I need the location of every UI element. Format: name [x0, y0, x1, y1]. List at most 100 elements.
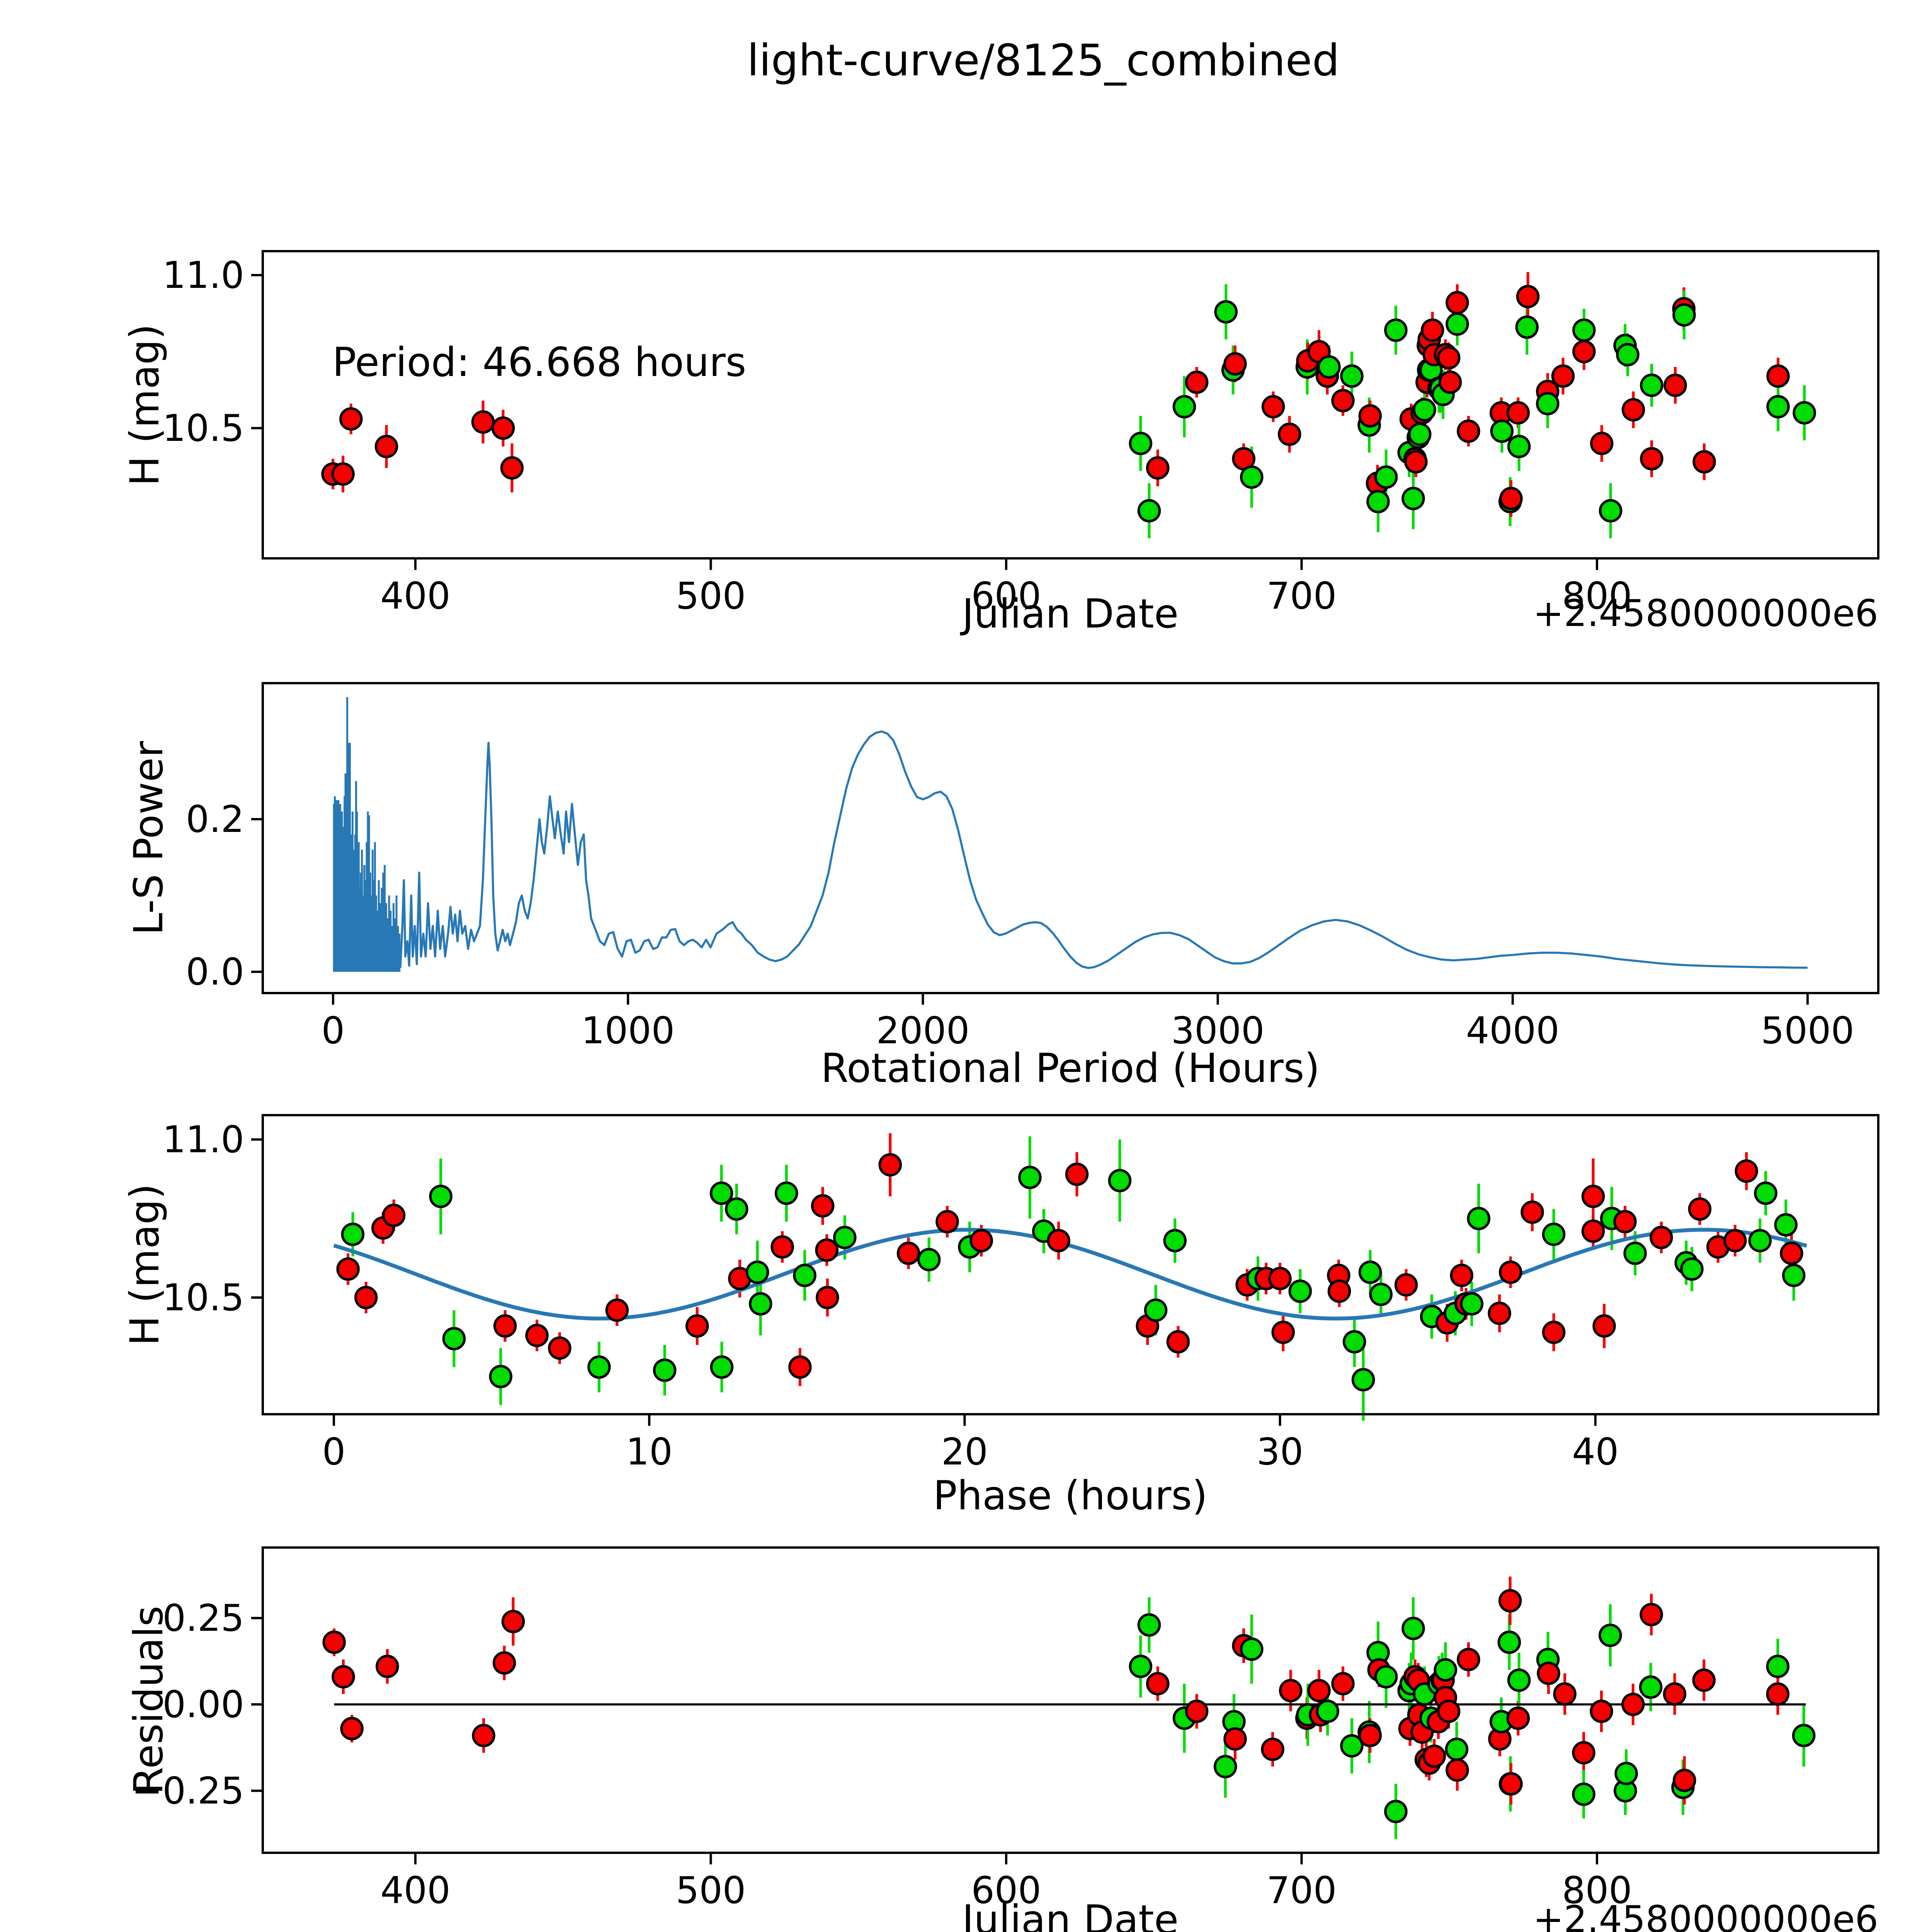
data-point	[491, 416, 515, 440]
xlabel-jd-mag: Julian Date	[962, 591, 1179, 637]
data-point	[1621, 398, 1645, 422]
data-point	[1129, 432, 1153, 455]
data-point	[1499, 486, 1523, 510]
data-point	[472, 1724, 495, 1747]
data-point	[1108, 1169, 1132, 1192]
data-point	[1369, 1282, 1393, 1306]
x-tick-label: 600	[971, 1869, 1041, 1912]
x-tick-label: 0	[322, 1431, 345, 1473]
data-point	[1650, 1226, 1673, 1249]
data-point	[1457, 419, 1480, 443]
data-point	[1490, 419, 1514, 443]
y-tick-label: 0.0	[186, 951, 244, 993]
data-point	[749, 1292, 772, 1316]
data-point	[1374, 1665, 1398, 1689]
data-point	[1065, 1162, 1089, 1186]
panel-jd-mag-plot: 400 500 600 700 800 11.0 10.5	[162, 250, 1879, 617]
data-point	[1457, 1648, 1480, 1672]
data-point	[1340, 1734, 1364, 1758]
data-point	[1506, 1706, 1530, 1730]
data-point	[1047, 1229, 1070, 1253]
data-point	[1780, 1242, 1803, 1265]
data-point	[489, 1365, 513, 1388]
data-point	[1408, 422, 1432, 446]
data-point	[1542, 1320, 1566, 1344]
x-tick-label: 3000	[1171, 1010, 1265, 1052]
data-point	[1599, 1623, 1622, 1647]
data-point	[685, 1314, 709, 1338]
data-point	[1488, 1301, 1511, 1325]
data-point	[1766, 395, 1790, 418]
data-point	[1288, 1279, 1312, 1303]
data-point	[1507, 1668, 1531, 1692]
data-point	[1616, 343, 1639, 367]
data-point	[1450, 1264, 1473, 1287]
data-point	[1358, 1724, 1382, 1747]
data-point	[1437, 346, 1461, 370]
y-tick-label: 11.0	[162, 254, 244, 297]
data-point	[1240, 465, 1264, 489]
data-point	[1366, 490, 1390, 514]
data-point	[815, 1238, 838, 1262]
data-point	[1516, 285, 1540, 308]
data-point	[1446, 291, 1469, 315]
data-point	[493, 1314, 517, 1338]
period-annotation: Period: 46.668 hours	[332, 339, 747, 386]
data-point	[1166, 1330, 1190, 1354]
data-point	[1599, 499, 1622, 523]
data-point	[1307, 1679, 1331, 1702]
axes-frame	[262, 1114, 1879, 1415]
data-point	[1537, 1662, 1560, 1685]
data-point	[1437, 1699, 1461, 1723]
data-point	[1515, 315, 1539, 339]
x-tick-label: 20	[941, 1431, 988, 1473]
y-tick-label: 10.5	[162, 407, 244, 450]
xlabel-phase-mag: Phase (hours)	[933, 1473, 1208, 1519]
axis-offset-jd-mag: +2.4580000000e6	[1533, 592, 1878, 635]
y-tick-label: 0.2	[186, 798, 244, 841]
data-point	[1358, 1260, 1382, 1284]
x-tick-label: 0	[321, 1010, 345, 1052]
data-point	[501, 1610, 525, 1633]
data-point	[1214, 1755, 1237, 1779]
data-point	[1413, 398, 1436, 422]
data-point	[1422, 1744, 1446, 1768]
data-point	[1261, 1737, 1284, 1761]
data-point	[1774, 1213, 1798, 1237]
data-point	[1163, 1229, 1187, 1253]
data-point	[1497, 1630, 1521, 1654]
data-point	[1572, 1741, 1595, 1765]
axes-frame	[262, 682, 1879, 994]
data-point	[1590, 1699, 1613, 1723]
data-point	[1137, 1613, 1161, 1637]
data-point	[1137, 499, 1161, 523]
data-point	[1384, 1799, 1408, 1823]
ylabel-residuals: Residuals	[126, 1605, 172, 1795]
data-point	[1401, 1617, 1425, 1640]
data-point	[1420, 318, 1444, 342]
data-point	[1240, 1637, 1264, 1661]
data-point	[1766, 1682, 1790, 1706]
data-point	[1748, 1229, 1772, 1253]
axes-frame	[262, 1546, 1879, 1854]
figure-title: light-curve/8125_combined	[747, 36, 1340, 86]
data-point	[336, 1257, 360, 1281]
data-point	[774, 1181, 798, 1205]
ylabel-phase-mag: H (mag)	[122, 1184, 168, 1346]
data-point	[1498, 1589, 1522, 1613]
data-point	[1542, 1223, 1566, 1246]
x-tick-label: 400	[380, 575, 450, 617]
data-point	[811, 1194, 835, 1218]
x-tick-label: 5000	[1761, 1010, 1854, 1052]
data-point	[1640, 447, 1663, 471]
data-point	[1792, 1724, 1816, 1747]
data-point	[1723, 1229, 1747, 1253]
data-point	[492, 1651, 516, 1675]
data-point	[816, 1286, 839, 1310]
x-tick-label: 500	[676, 575, 746, 617]
data-point	[340, 1717, 364, 1740]
x-tick-label: 700	[1267, 575, 1337, 617]
data-point	[1614, 1762, 1638, 1786]
data-point	[653, 1358, 677, 1382]
